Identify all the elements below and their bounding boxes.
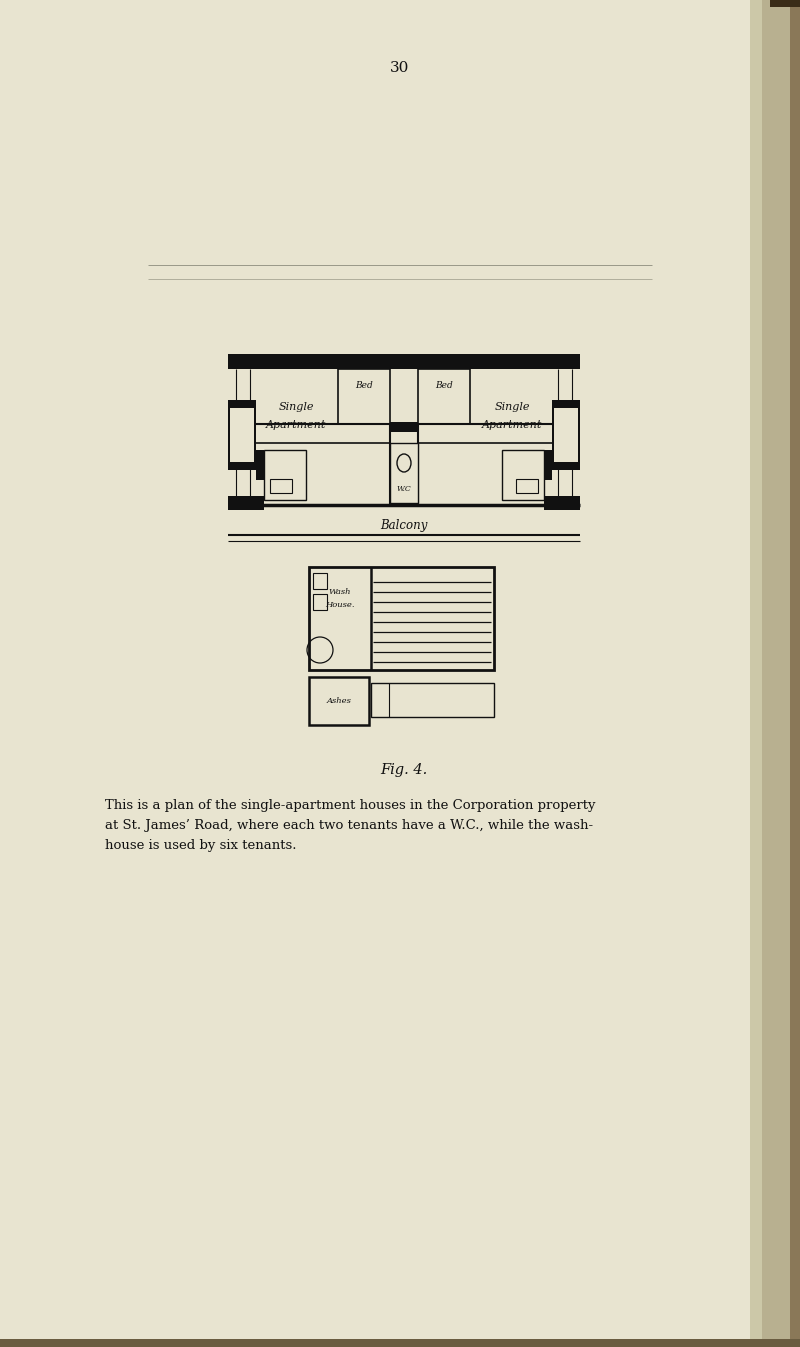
Bar [502, 450, 544, 500]
Bar [371, 683, 494, 717]
Text: at St. James’ Road, where each two tenants have a W.C., while the wash-: at St. James’ Road, where each two tenan… [105, 819, 593, 831]
Bar [336, 354, 358, 369]
Bar [228, 496, 256, 511]
Text: W.C: W.C [397, 485, 411, 493]
Bar [760, 0, 800, 1347]
Bar [228, 400, 256, 470]
Bar [418, 369, 470, 424]
Bar [228, 354, 256, 369]
Text: Bed: Bed [355, 381, 373, 391]
Bar [554, 408, 578, 462]
Bar [552, 354, 580, 369]
Bar [390, 443, 418, 502]
Text: Apartment: Apartment [482, 420, 542, 430]
Bar [228, 354, 580, 369]
Bar [309, 678, 369, 725]
Text: Balcony: Balcony [380, 519, 428, 532]
Bar [313, 594, 327, 610]
Text: This is a plan of the single-apartment houses in the Corporation property: This is a plan of the single-apartment h… [105, 799, 595, 811]
Text: Wash: Wash [329, 589, 351, 595]
Bar [270, 480, 292, 493]
Bar [256, 450, 264, 480]
Text: House.: House. [326, 601, 354, 609]
Bar [552, 400, 580, 470]
Bar [0, 1339, 800, 1347]
Text: Single: Single [278, 401, 314, 412]
Text: Fig. 4.: Fig. 4. [380, 762, 428, 777]
Bar [450, 354, 472, 369]
Bar [313, 572, 327, 589]
Text: Single: Single [494, 401, 530, 412]
Text: 30: 30 [390, 61, 410, 75]
Bar [390, 354, 418, 369]
Text: Ashes: Ashes [326, 696, 351, 704]
Bar [750, 0, 762, 1347]
Bar [390, 422, 418, 432]
Bar [544, 496, 552, 511]
Bar [256, 496, 264, 511]
Text: Apartment: Apartment [266, 420, 326, 430]
Bar [790, 0, 800, 1347]
Bar [338, 369, 390, 424]
Text: house is used by six tenants.: house is used by six tenants. [105, 838, 297, 851]
Bar [770, 0, 800, 7]
Bar [230, 408, 254, 462]
Bar [516, 480, 538, 493]
Bar [552, 496, 580, 511]
Bar [264, 450, 306, 500]
Bar [309, 567, 494, 669]
Text: Bed: Bed [435, 381, 453, 391]
Bar [544, 450, 552, 480]
